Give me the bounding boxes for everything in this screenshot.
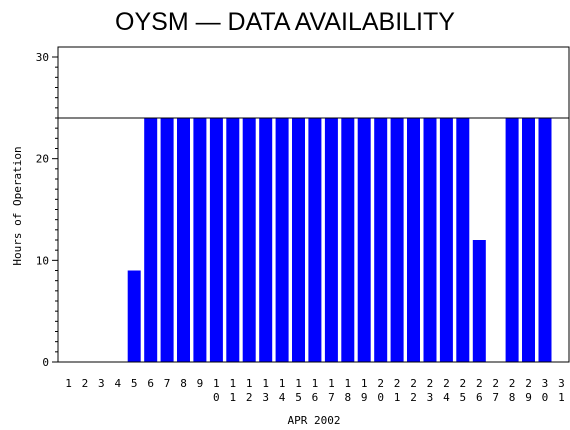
x-tick-label-31-digit-1: 3 bbox=[558, 377, 565, 390]
bar-26 bbox=[472, 240, 486, 362]
bar-25 bbox=[456, 118, 470, 362]
x-axis-label: APR 2002 bbox=[288, 414, 341, 427]
x-tick-label-1: 1 bbox=[65, 377, 72, 390]
bar-17 bbox=[324, 118, 338, 362]
x-tick-label-12-digit-2: 2 bbox=[246, 391, 253, 404]
x-tick-label-11-digit-1: 1 bbox=[229, 377, 236, 390]
x-tick-label-13-digit-2: 3 bbox=[262, 391, 269, 404]
x-tick-label-7: 7 bbox=[164, 377, 171, 390]
x-tick-label-29-digit-1: 2 bbox=[525, 377, 532, 390]
x-tick-label-14-digit-2: 4 bbox=[279, 391, 286, 404]
x-tick-label-30-digit-2: 0 bbox=[542, 391, 549, 404]
bar-16 bbox=[308, 118, 322, 362]
x-tick-label-23-digit-2: 3 bbox=[427, 391, 434, 404]
x-tick-label-31-digit-2: 1 bbox=[558, 391, 565, 404]
bar-5 bbox=[127, 270, 141, 362]
bar-6 bbox=[144, 118, 158, 362]
plot-frame bbox=[57, 46, 570, 363]
x-tick-label-27-digit-2: 7 bbox=[492, 391, 499, 404]
bar-9 bbox=[193, 118, 207, 362]
bar-23 bbox=[423, 118, 437, 362]
x-tick-label-5: 5 bbox=[131, 377, 138, 390]
x-tick-label-14-digit-1: 1 bbox=[279, 377, 286, 390]
x-tick-label-16-digit-2: 6 bbox=[312, 391, 319, 404]
x-tick-label-3: 3 bbox=[98, 377, 105, 390]
bar-29 bbox=[522, 118, 535, 362]
y-axis-label: Hours of Operation bbox=[11, 146, 24, 265]
bar-12 bbox=[242, 118, 256, 362]
x-tick-label-10-digit-2: 0 bbox=[213, 391, 220, 404]
x-tick-label-13-digit-1: 1 bbox=[262, 377, 269, 390]
bar-30 bbox=[538, 118, 552, 362]
x-tick-label-25-digit-1: 2 bbox=[460, 377, 467, 390]
x-tick-label-28-digit-1: 2 bbox=[509, 377, 516, 390]
x-tick-label-11-digit-2: 1 bbox=[229, 391, 236, 404]
x-tick-label-26-digit-2: 6 bbox=[476, 391, 483, 404]
bar-28 bbox=[505, 118, 519, 362]
bar-19 bbox=[357, 118, 371, 362]
x-tick-label-18-digit-1: 1 bbox=[344, 377, 351, 390]
chart-title: OYSM — DATA AVAILABILITY bbox=[115, 8, 455, 36]
bar-22 bbox=[407, 118, 420, 362]
x-tick-label-15-digit-1: 1 bbox=[295, 377, 302, 390]
x-tick-label-21-digit-2: 1 bbox=[394, 391, 401, 404]
x-tick-label-12-digit-1: 1 bbox=[246, 377, 253, 390]
bar-24 bbox=[439, 118, 453, 362]
x-tick-label-9: 9 bbox=[197, 377, 204, 390]
x-tick-label-8: 8 bbox=[180, 377, 187, 390]
x-tick-label-25-digit-2: 5 bbox=[460, 391, 467, 404]
bar-8 bbox=[177, 118, 190, 362]
x-tick-label-28-digit-2: 8 bbox=[509, 391, 516, 404]
x-tick-label-24-digit-2: 4 bbox=[443, 391, 450, 404]
bar-10 bbox=[209, 118, 223, 362]
x-tick-label-26-digit-1: 2 bbox=[476, 377, 483, 390]
y-tick-label-30: 30 bbox=[36, 51, 49, 64]
x-tick-label-10-digit-1: 1 bbox=[213, 377, 220, 390]
bar-11 bbox=[226, 118, 240, 362]
y-tick-label-0: 0 bbox=[42, 356, 49, 369]
x-tick-label-21-digit-1: 2 bbox=[394, 377, 401, 390]
bar-20 bbox=[374, 118, 388, 362]
x-tick-label-29-digit-2: 9 bbox=[525, 391, 532, 404]
x-tick-label-2: 2 bbox=[82, 377, 89, 390]
x-tick-label-15-digit-2: 5 bbox=[295, 391, 302, 404]
x-tick-label-23-digit-1: 2 bbox=[427, 377, 434, 390]
x-tick-label-22-digit-2: 2 bbox=[410, 391, 417, 404]
bar-21 bbox=[390, 118, 404, 362]
x-tick-label-24-digit-1: 2 bbox=[443, 377, 450, 390]
x-tick-label-16-digit-1: 1 bbox=[312, 377, 319, 390]
x-tick-label-19-digit-1: 1 bbox=[361, 377, 368, 390]
x-tick-label-18-digit-2: 8 bbox=[344, 391, 351, 404]
x-tick-label-6: 6 bbox=[147, 377, 154, 390]
x-tick-label-20-digit-1: 2 bbox=[377, 377, 384, 390]
bar-18 bbox=[341, 118, 355, 362]
x-tick-label-20-digit-2: 0 bbox=[377, 391, 384, 404]
x-tick-label-17-digit-1: 1 bbox=[328, 377, 335, 390]
bar-7 bbox=[160, 118, 174, 362]
x-tick-label-30-digit-1: 3 bbox=[542, 377, 549, 390]
bar-15 bbox=[292, 118, 305, 362]
x-tick-label-17-digit-2: 7 bbox=[328, 391, 335, 404]
x-tick-label-4: 4 bbox=[114, 377, 121, 390]
bar-13 bbox=[259, 118, 273, 362]
x-tick-label-19-digit-2: 9 bbox=[361, 391, 368, 404]
bar-14 bbox=[275, 118, 289, 362]
y-tick-label-20: 20 bbox=[36, 153, 49, 166]
y-tick-label-10: 10 bbox=[36, 254, 49, 267]
x-tick-label-27-digit-1: 2 bbox=[492, 377, 499, 390]
x-tick-label-22-digit-1: 2 bbox=[410, 377, 417, 390]
